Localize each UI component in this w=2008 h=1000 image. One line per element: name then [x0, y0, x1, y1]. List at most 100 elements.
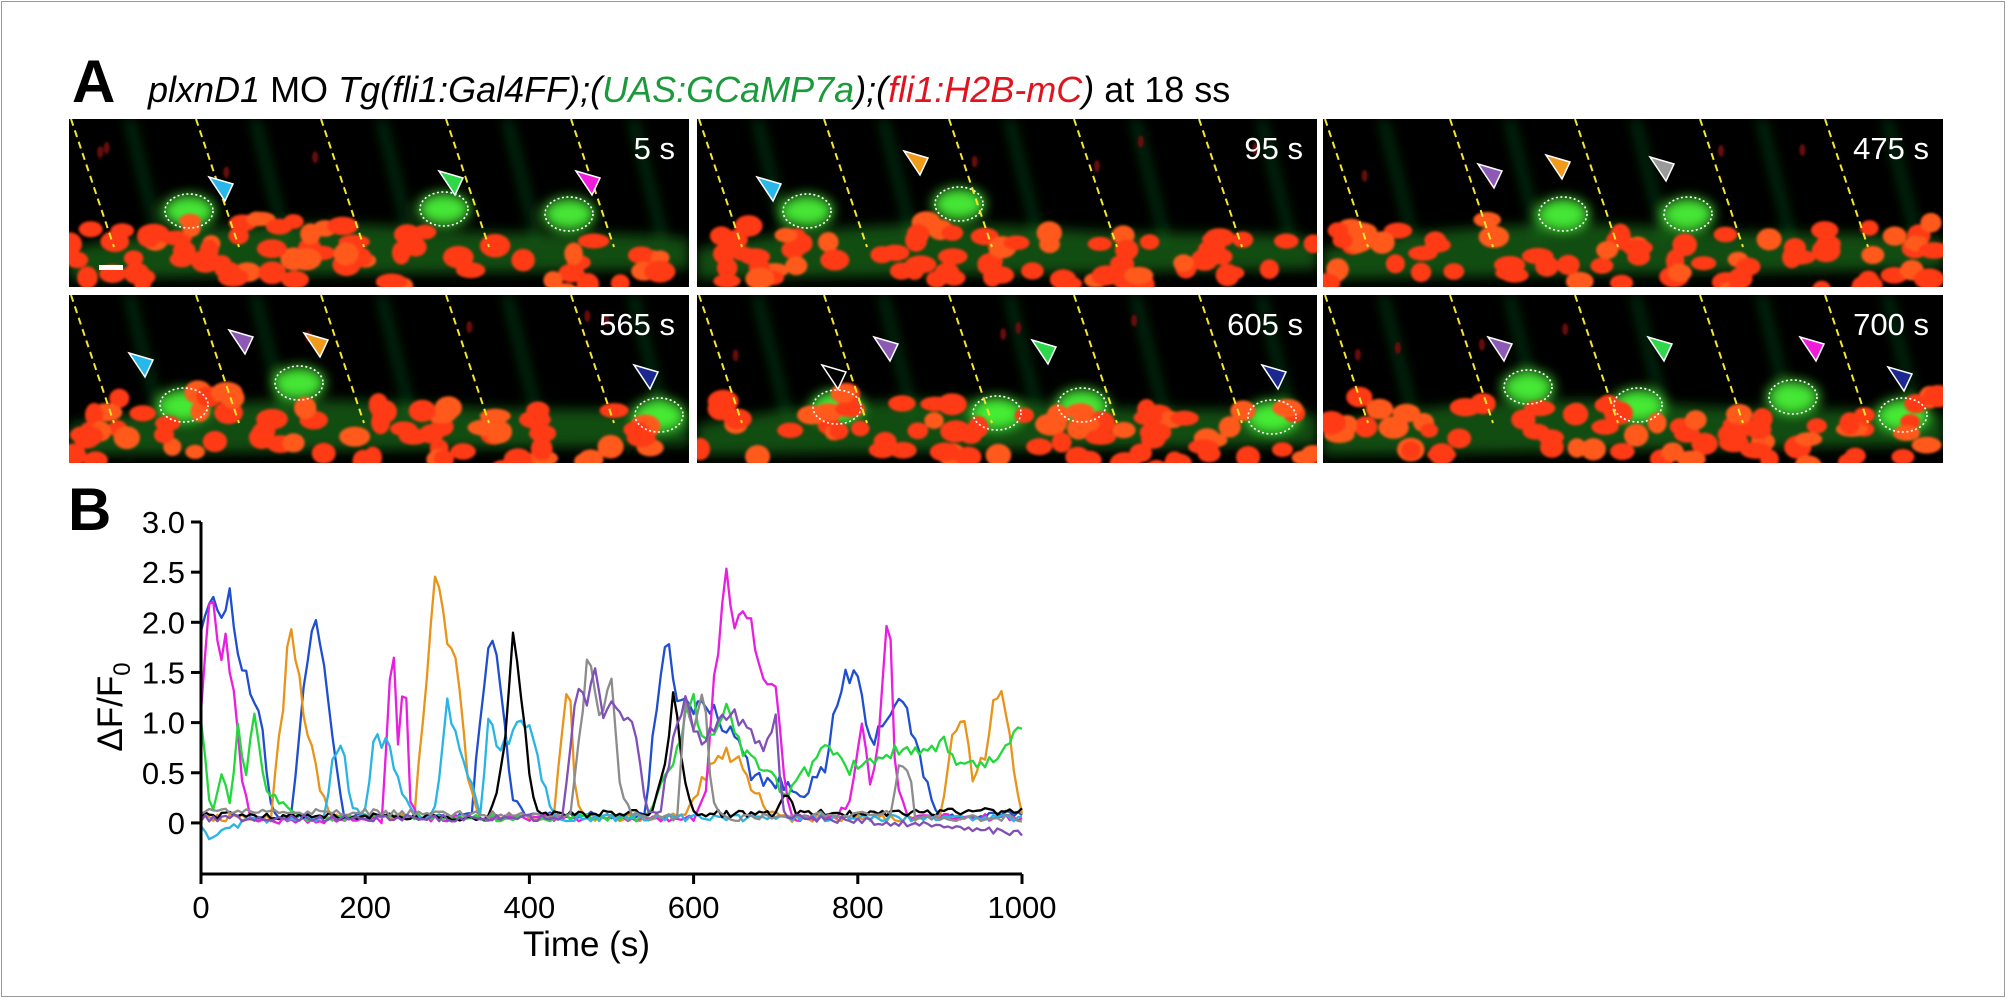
y-tick-label: 3.0: [142, 505, 185, 540]
series-line: [199, 567, 1023, 825]
cell-outline: [1663, 196, 1713, 232]
y-axis-label-subscript: 0: [109, 662, 136, 675]
segment-boundary-line: [195, 295, 240, 424]
segment-boundary-line: [1073, 119, 1118, 248]
arrowhead-marker: [437, 169, 465, 197]
arrowhead-marker: [1544, 153, 1572, 181]
title-part: fli1:H2B-mC: [888, 69, 1083, 110]
x-tick-label: 1000: [988, 890, 1057, 925]
segment-boundary-line: [698, 295, 743, 424]
micrograph-panel: 95 s: [697, 119, 1317, 287]
cell-outline: [1538, 196, 1588, 232]
segment-boundary-line: [1198, 295, 1243, 424]
segment-boundary-line: [1699, 119, 1744, 248]
micrograph-image: [69, 119, 689, 287]
arrowhead-marker: [1030, 338, 1058, 366]
cell-outline: [1768, 379, 1818, 415]
arrowhead-marker: [207, 175, 235, 203]
segment-boundary-line: [570, 119, 615, 248]
cell-outline: [164, 193, 214, 229]
segment-boundary-line: [70, 295, 115, 424]
micrograph-panel: 605 s: [697, 295, 1317, 463]
title-part: UAS:GCaMP7a: [602, 69, 855, 110]
panel-a-title: plxnD1 MO Tg(fli1:Gal4FF);(UAS:GCaMP7a);…: [148, 72, 1230, 108]
x-tick-label: 600: [668, 890, 720, 925]
time-label: 95 s: [1244, 131, 1303, 166]
series-line: [200, 697, 1023, 841]
micrograph-image: [697, 295, 1317, 463]
title-part: MO: [260, 69, 339, 110]
segment-boundary-line: [195, 119, 240, 248]
segment-boundary-line: [823, 119, 868, 248]
x-tick-label: 800: [832, 890, 884, 925]
cell-outline: [1247, 399, 1297, 435]
segment-boundary-line: [1574, 119, 1619, 248]
title-part: ): [1082, 69, 1095, 110]
segment-boundary-line: [1449, 119, 1494, 248]
cell-outline: [544, 196, 594, 232]
arrowhead-marker: [755, 175, 783, 203]
x-axis-label: Time (s): [523, 925, 650, 964]
segment-boundary-line: [1324, 119, 1369, 248]
cell-outline: [159, 387, 209, 423]
cell-outline: [1057, 387, 1107, 423]
segment-boundary-line: [1824, 295, 1869, 424]
segment-boundary-line: [1574, 295, 1619, 424]
micrograph-panel: 565 s: [69, 295, 689, 463]
x-tick-label: 200: [339, 890, 391, 925]
y-tick-label: 0: [168, 806, 185, 841]
segment-boundary-line: [320, 119, 365, 248]
arrowhead-marker: [632, 363, 660, 391]
y-tick-label: 2.5: [142, 555, 185, 590]
cell-outline: [782, 193, 832, 229]
micrograph-image: [1323, 295, 1943, 463]
panel-b-label: B: [68, 476, 112, 543]
micrograph-image: [1323, 119, 1943, 287]
y-tick-label: 1.5: [142, 655, 185, 690]
arrowhead-marker: [820, 363, 848, 391]
cell-outline: [934, 186, 984, 222]
y-tick-label: 2.0: [142, 605, 185, 640]
segment-boundary-line: [320, 295, 365, 424]
y-axis-label: ΔF/F0: [91, 662, 136, 751]
segment-boundary-line: [823, 295, 868, 424]
cell-outline: [972, 395, 1022, 431]
time-label: 475 s: [1853, 131, 1929, 166]
arrowhead-marker: [1886, 365, 1914, 393]
arrowhead-marker: [1646, 335, 1674, 363]
time-label: 700 s: [1853, 307, 1929, 342]
y-axis-label-main: ΔF/F: [91, 676, 130, 752]
title-part: );(: [854, 69, 889, 110]
segment-boundary-line: [1699, 295, 1744, 424]
title-part: at 18 ss: [1094, 69, 1231, 110]
y-tick-label: 1.0: [142, 706, 185, 741]
cell-outline: [1503, 369, 1553, 405]
time-label: 5 s: [633, 131, 675, 166]
arrowhead-marker: [1260, 363, 1288, 391]
segment-boundary-line: [948, 295, 993, 424]
arrowhead-marker: [1486, 335, 1514, 363]
title-part: plxnD1: [148, 69, 261, 110]
segment-boundary-line: [445, 119, 490, 248]
segment-boundary-line: [948, 119, 993, 248]
arrowhead-marker: [1648, 155, 1676, 183]
series-line: [200, 667, 1023, 837]
time-label: 605 s: [1227, 307, 1303, 342]
micrograph-panel: 475 s: [1323, 119, 1943, 287]
segment-boundary-line: [698, 119, 743, 248]
series-line: [200, 658, 1023, 823]
series-line: [199, 587, 1023, 822]
segment-boundary-line: [70, 119, 115, 248]
time-label: 565 s: [599, 307, 675, 342]
scale-bar: [99, 265, 123, 270]
segment-boundary-line: [445, 295, 490, 424]
segment-boundary-line: [570, 295, 615, 424]
micrograph-panel: 5 s: [69, 119, 689, 287]
segment-boundary-line: [1073, 295, 1118, 424]
arrowhead-marker: [872, 335, 900, 363]
arrowhead-marker: [127, 351, 155, 379]
arrowhead-marker: [574, 169, 602, 197]
cell-outline: [1878, 397, 1928, 433]
micrograph-image: [697, 119, 1317, 287]
